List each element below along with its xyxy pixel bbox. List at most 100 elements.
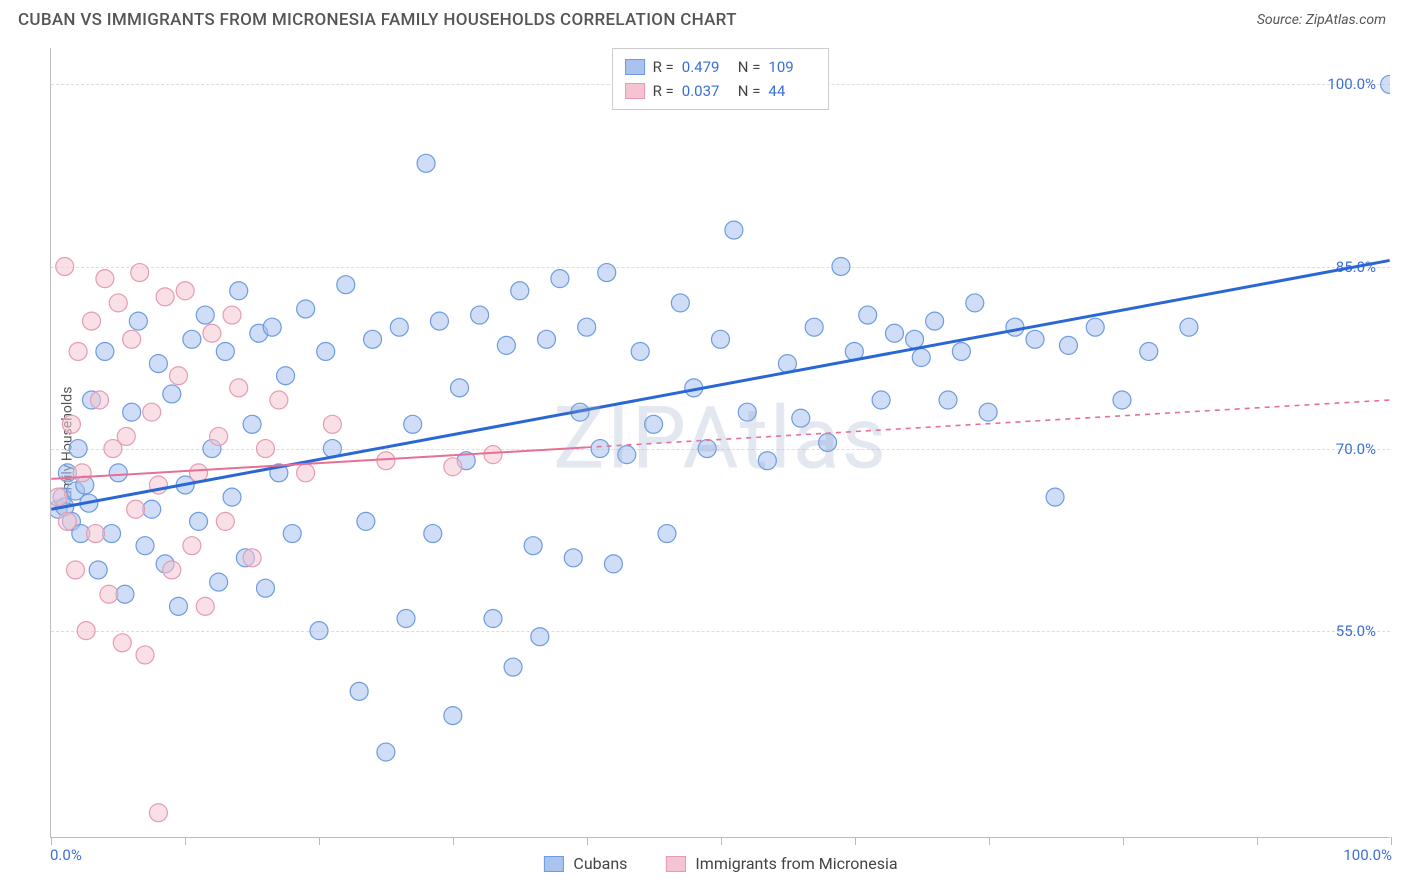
chart-title: CUBAN VS IMMIGRANTS FROM MICRONESIA FAMI… bbox=[18, 10, 737, 30]
scatter-point bbox=[1140, 342, 1158, 360]
x-tick bbox=[185, 837, 186, 845]
scatter-point bbox=[96, 342, 114, 360]
legend-r-val-0: 0.479 bbox=[682, 55, 730, 79]
scatter-point bbox=[424, 525, 442, 543]
scatter-point bbox=[77, 622, 95, 640]
x-tick-label-right: 100.0% bbox=[1343, 846, 1392, 864]
scatter-point bbox=[317, 342, 335, 360]
scatter-point bbox=[230, 282, 248, 300]
scatter-point bbox=[979, 403, 997, 421]
scatter-point bbox=[131, 264, 149, 282]
scatter-point bbox=[169, 367, 187, 385]
x-tick bbox=[587, 837, 588, 845]
scatter-point bbox=[1113, 391, 1131, 409]
scatter-point bbox=[1059, 336, 1077, 354]
x-tick bbox=[453, 837, 454, 845]
scatter-point bbox=[156, 288, 174, 306]
scatter-point bbox=[66, 561, 84, 579]
x-tick bbox=[989, 837, 990, 845]
scatter-point bbox=[56, 258, 74, 276]
legend-bottom: Cubans Immigrants from Micronesia bbox=[543, 854, 897, 873]
trend-line bbox=[51, 260, 1389, 509]
scatter-point bbox=[598, 264, 616, 282]
scatter-point bbox=[163, 385, 181, 403]
scatter-point bbox=[103, 525, 121, 543]
scatter-point bbox=[832, 258, 850, 276]
legend-swatch-cubans bbox=[625, 59, 645, 75]
scatter-point bbox=[196, 597, 214, 615]
scatter-point bbox=[113, 634, 131, 652]
scatter-point bbox=[183, 537, 201, 555]
scatter-point bbox=[1381, 75, 1390, 93]
scatter-point bbox=[906, 330, 924, 348]
legend-top-row-0: R = 0.479 N = 109 bbox=[625, 55, 817, 79]
scatter-point bbox=[277, 367, 295, 385]
scatter-point bbox=[337, 276, 355, 294]
scatter-point bbox=[671, 294, 689, 312]
scatter-point bbox=[504, 658, 522, 676]
scatter-point bbox=[223, 488, 241, 506]
x-tick bbox=[721, 837, 722, 845]
scatter-point bbox=[444, 707, 462, 725]
scatter-point bbox=[1006, 318, 1024, 336]
scatter-point bbox=[939, 391, 957, 409]
scatter-point bbox=[73, 464, 91, 482]
scatter-point bbox=[109, 464, 127, 482]
legend-top: R = 0.479 N = 109 R = 0.037 N = 44 bbox=[612, 48, 830, 110]
scatter-point bbox=[263, 318, 281, 336]
scatter-point bbox=[270, 391, 288, 409]
scatter-point bbox=[631, 342, 649, 360]
scatter-point bbox=[210, 573, 228, 591]
scatter-point bbox=[538, 330, 556, 348]
scatter-point bbox=[725, 221, 743, 239]
chart-source: Source: ZipAtlas.com bbox=[1257, 12, 1386, 28]
scatter-point bbox=[91, 391, 109, 409]
legend-n-val-0: 109 bbox=[768, 55, 816, 79]
scatter-point bbox=[123, 403, 141, 421]
scatter-point bbox=[618, 446, 636, 464]
scatter-point bbox=[564, 549, 582, 567]
scatter-point bbox=[100, 585, 118, 603]
scatter-point bbox=[210, 427, 228, 445]
scatter-point bbox=[430, 312, 448, 330]
scatter-point bbox=[196, 306, 214, 324]
scatter-point bbox=[885, 324, 903, 342]
scatter-point bbox=[190, 464, 208, 482]
scatter-point bbox=[511, 282, 529, 300]
scatter-point bbox=[604, 555, 622, 573]
scatter-point bbox=[912, 349, 930, 367]
scatter-point bbox=[96, 270, 114, 288]
x-tick bbox=[51, 837, 52, 845]
scatter-point bbox=[531, 628, 549, 646]
scatter-point bbox=[645, 415, 663, 433]
plot-area: ZIPAtlas R = 0.479 N = 109 R = 0.037 N =… bbox=[50, 48, 1390, 838]
scatter-point bbox=[169, 597, 187, 615]
x-tick bbox=[319, 837, 320, 845]
scatter-point bbox=[484, 446, 502, 464]
scatter-point bbox=[230, 379, 248, 397]
scatter-point bbox=[216, 342, 234, 360]
scatter-point bbox=[323, 415, 341, 433]
scatter-point bbox=[256, 579, 274, 597]
scatter-point bbox=[952, 342, 970, 360]
scatter-point bbox=[497, 336, 515, 354]
scatter-point bbox=[712, 330, 730, 348]
scatter-point bbox=[163, 561, 181, 579]
scatter-point bbox=[51, 488, 67, 506]
scatter-point bbox=[89, 561, 107, 579]
scatter-point bbox=[256, 440, 274, 458]
scatter-point bbox=[216, 512, 234, 530]
scatter-point bbox=[190, 512, 208, 530]
legend-r-val-1: 0.037 bbox=[682, 79, 730, 103]
scatter-point bbox=[404, 415, 422, 433]
scatter-point bbox=[69, 440, 87, 458]
x-tick bbox=[1257, 837, 1258, 845]
scatter-point bbox=[136, 537, 154, 555]
scatter-point bbox=[397, 610, 415, 628]
legend-bottom-label-micronesia: Immigrants from Micronesia bbox=[695, 854, 897, 873]
scatter-point bbox=[109, 294, 127, 312]
scatter-point bbox=[451, 379, 469, 397]
scatter-point bbox=[243, 415, 261, 433]
scatter-point bbox=[364, 330, 382, 348]
legend-n-val-1: 44 bbox=[768, 79, 816, 103]
